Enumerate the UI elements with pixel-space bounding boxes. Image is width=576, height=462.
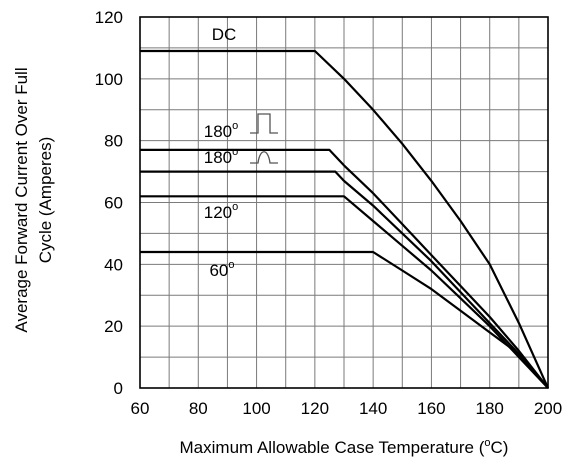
series-label-text: 180 — [204, 122, 232, 141]
y-tick-label: 100 — [95, 70, 123, 89]
x-tick-label: 60 — [131, 399, 150, 418]
y-tick-label: 80 — [104, 132, 123, 151]
x-axis-label-unit: C) — [491, 438, 509, 457]
x-tick-label: 100 — [242, 399, 270, 418]
series-label-degree: o — [232, 120, 238, 132]
series-label-text: 60 — [209, 261, 228, 280]
grid — [140, 17, 548, 388]
series-label-4: 120o — [204, 201, 239, 222]
y-tick-label: 40 — [104, 255, 123, 274]
series-label-text: 120 — [204, 203, 232, 222]
series-label-degree: o — [228, 259, 234, 271]
series-line-3 — [140, 170, 549, 389]
y-tick-label: 0 — [114, 379, 123, 398]
series-label-1: DC — [212, 25, 237, 44]
series-label-degree: o — [232, 146, 238, 158]
series-label-text: 180 — [204, 148, 232, 167]
x-tick-label: 180 — [476, 399, 504, 418]
y-axis-label-line-1: Average Forward Current Over Full — [12, 67, 31, 332]
x-tick-label: 120 — [301, 399, 329, 418]
y-tick-label: 120 — [95, 8, 123, 27]
y-axis-label-line-2: Cycle (Amperes) — [36, 137, 55, 264]
series-label-2: 180o — [204, 120, 239, 141]
sine-wave-icon — [250, 151, 278, 164]
tick-labels: 60 80 100 120 140 160 180 200 0 20 40 60 80 100 120 — [95, 8, 563, 418]
y-tick-label: 60 — [104, 194, 123, 213]
x-tick-label: 140 — [359, 399, 387, 418]
curves — [140, 49, 550, 389]
series-line-2 — [140, 148, 549, 389]
x-tick-label: 80 — [189, 399, 208, 418]
series-label-5: 60o — [209, 259, 234, 280]
plot-frame — [139, 16, 549, 389]
x-axis-label-degree: o — [484, 437, 490, 449]
x-tick-label: 160 — [417, 399, 445, 418]
series-line-5 — [140, 250, 549, 389]
x-tick-label: 200 — [534, 399, 562, 418]
series-label-degree: o — [232, 201, 238, 213]
square-wave-icon — [250, 113, 278, 134]
series-label-text: DC — [212, 25, 237, 44]
y-tick-label: 20 — [104, 317, 123, 336]
x-axis-label: Maximum Allowable Case Temperature (oC) — [180, 437, 509, 457]
series-line-1 — [140, 49, 550, 389]
x-axis-label-main: Maximum Allowable Case Temperature ( — [180, 438, 485, 457]
series-label-3: 180o — [204, 146, 239, 167]
